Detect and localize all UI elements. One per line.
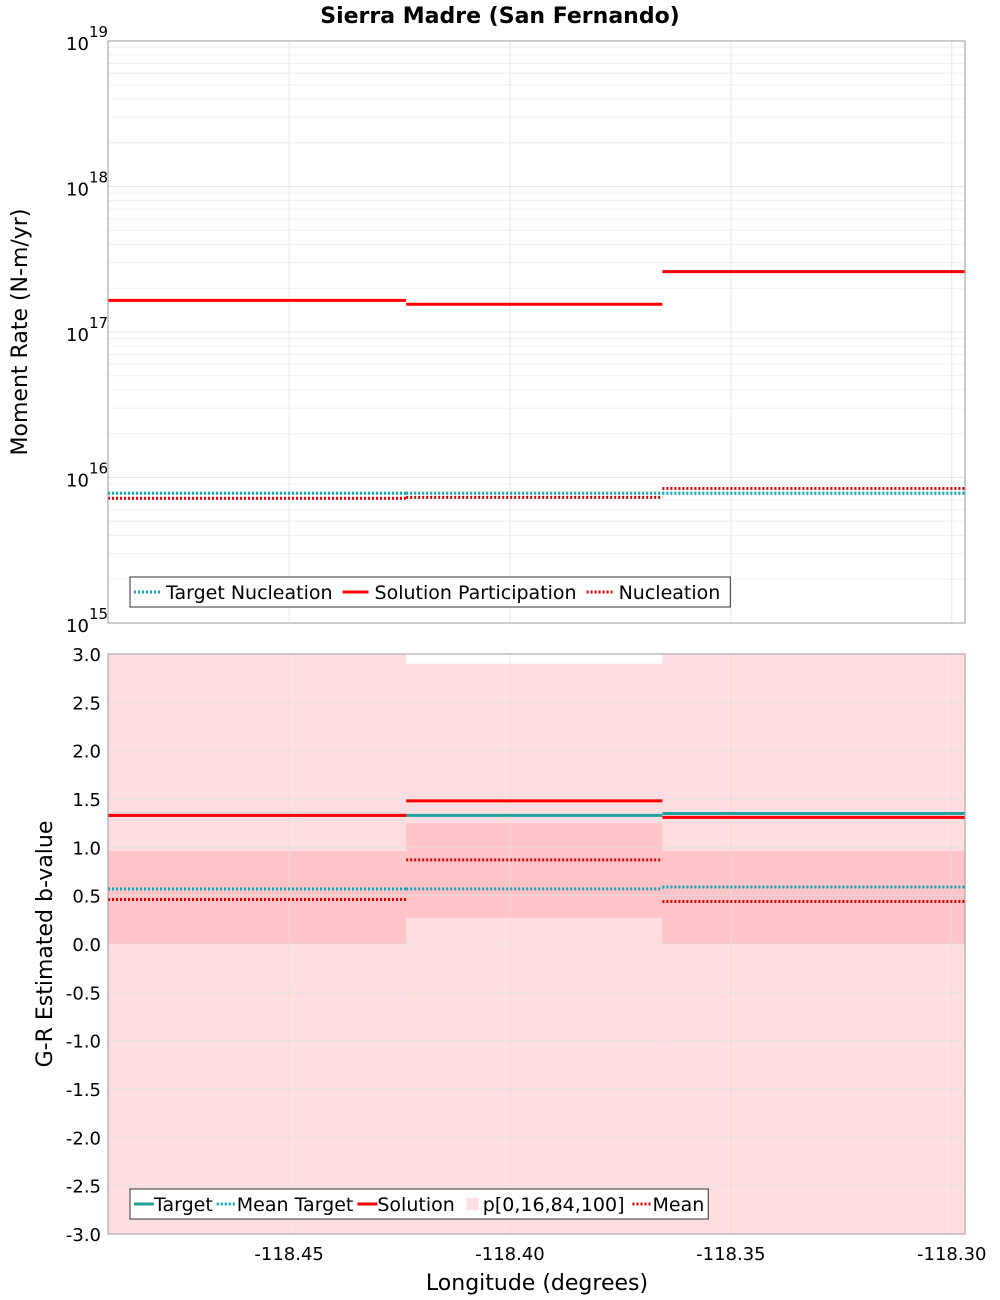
y-tick-label: -1.5 (66, 1080, 101, 1101)
y-tick-label: 2.0 (72, 742, 101, 763)
b-value-legend: Target Mean Target Solution p[0,16,84,100] M… (129, 1188, 709, 1220)
legend-entry-label: Mean (653, 1194, 705, 1216)
b-value-x-ticks: -118.45 -118.40 -118.35 -118.30 (254, 1244, 986, 1265)
x-tick-label: -118.30 (917, 1244, 986, 1265)
percentile-band-inner (108, 851, 407, 944)
moment-rate-plot-frame (107, 40, 966, 624)
y-tick-exponent: 16 (89, 460, 108, 478)
b-value-series (108, 799, 965, 903)
chart-title: Sierra Madre (San Fernando) (320, 4, 680, 29)
legend-swatch (466, 1198, 479, 1210)
y-tick-label: 10 (66, 34, 89, 55)
x-tick-label: -118.40 (475, 1244, 544, 1265)
y-tick-exponent: 18 (89, 169, 108, 187)
legend-entry-label: Nucleation (619, 582, 721, 604)
y-tick-exponent: 15 (89, 605, 108, 623)
y-tick-label: -0.5 (66, 983, 101, 1004)
y-tick-exponent: 19 (89, 23, 108, 41)
y-tick-label: 10 (66, 325, 89, 346)
x-axis-label: Longitude (degrees) (426, 1271, 648, 1296)
legend-entry-label: Mean Target (237, 1194, 354, 1216)
legend-entry-label: p[0,16,84,100] (483, 1194, 625, 1216)
y-tick-exponent: 17 (89, 314, 108, 332)
legend-entry-label: Solution Participation (375, 582, 577, 604)
moment-rate-legend: Target Nucleation Solution Participation N… (129, 576, 731, 608)
y-tick-label: -2.0 (66, 1128, 101, 1149)
b-value-plot-frame (107, 653, 966, 1235)
legend-box (129, 576, 731, 608)
x-tick-label: -118.35 (696, 1244, 765, 1265)
legend-entry-label: Target Nucleation (165, 582, 333, 604)
y-tick-label: 0.5 (72, 887, 101, 908)
moment-rate-y-axis-label: Moment Rate (N-m/yr) (8, 209, 33, 456)
b-value-y-ticks: 3.0 2.5 2.0 1.5 1.0 0.5 0.0 -0.5 -1.0 -1.5 -2.0 -2.… (66, 645, 101, 1246)
x-tick-label: -118.45 (254, 1244, 323, 1265)
y-tick-label: 10 (66, 180, 89, 201)
legend-entry-label: Target (153, 1194, 213, 1216)
y-tick-label: 10 (66, 616, 89, 637)
percentile-band-inner (406, 823, 663, 918)
moment-rate-grid (108, 41, 965, 624)
b-value-panel: 3.0 2.5 2.0 1.5 1.0 0.5 0.0 -0.5 -1.0 -1.5 -2.0 -2.… (33, 645, 986, 1296)
y-tick-label: 3.0 (72, 645, 101, 666)
legend-entry-label: Solution (377, 1194, 454, 1216)
y-tick-label: 1.0 (72, 838, 101, 859)
y-tick-label: -3.0 (66, 1225, 101, 1246)
y-tick-label: -2.5 (66, 1177, 101, 1198)
moment-rate-series (108, 270, 965, 500)
y-tick-label: 2.5 (72, 693, 101, 714)
y-tick-label: 0.0 (72, 935, 101, 956)
percentile-band-outer (406, 663, 663, 1234)
y-tick-label: 10 (66, 471, 89, 492)
y-tick-label: -1.0 (66, 1032, 101, 1053)
b-value-y-axis-label: G-R Estimated b-value (33, 821, 58, 1068)
y-tick-label: 1.5 (72, 790, 101, 811)
percentile-band-inner (662, 851, 965, 944)
